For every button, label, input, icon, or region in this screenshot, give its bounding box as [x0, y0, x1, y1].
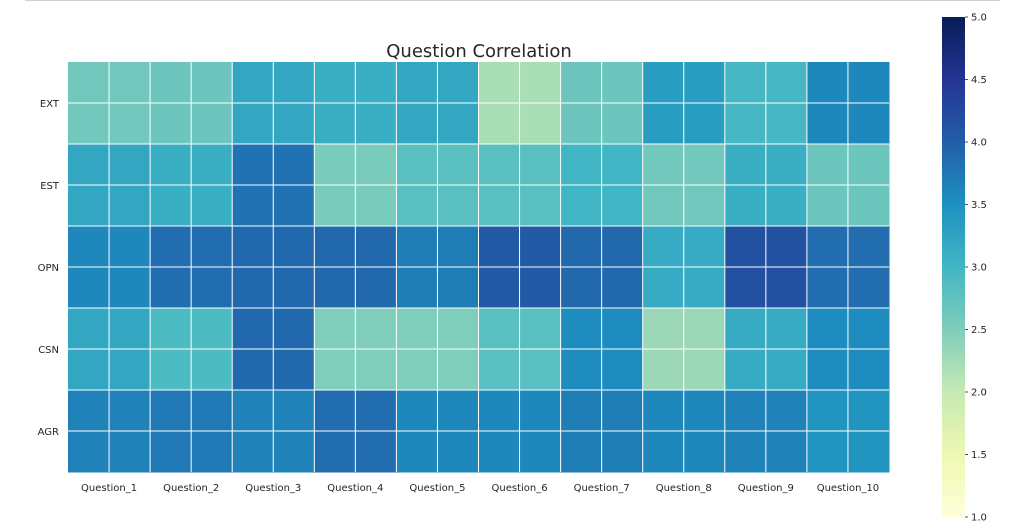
colorbar-tick-label: 4.5 [971, 75, 987, 86]
x-tick-label: Question_10 [817, 483, 879, 494]
y-tick-label: EXT [40, 99, 60, 110]
x-tick-label: Question_6 [492, 483, 548, 494]
colorbar-gradient [942, 17, 965, 517]
heatmap-gridlines [68, 62, 889, 472]
x-tick-label: Question_3 [245, 483, 301, 494]
y-tick-label: CSN [38, 345, 59, 356]
x-tick-label: Question_9 [738, 483, 794, 494]
y-axis-ticks: EXT EST OPN CSN AGR [38, 99, 60, 438]
colorbar-tick-label: 2.0 [971, 388, 987, 399]
colorbar-tick-label: 1.0 [971, 513, 987, 524]
top-divider-line [25, 0, 1000, 1]
y-tick-label: EST [40, 181, 60, 192]
chart-title: Question Correlation [386, 41, 571, 62]
x-axis-ticks: Question_1 Question_2 Question_3 Question_4… [81, 483, 879, 494]
x-tick-label: Question_8 [656, 483, 712, 494]
x-tick-label: Question_4 [327, 483, 383, 494]
colorbar-tick-label: 3.0 [971, 263, 987, 274]
colorbar-tick-label: 4.0 [971, 138, 987, 149]
x-tick-label: Question_7 [574, 483, 630, 494]
colorbar-tick-label: 5.0 [971, 13, 987, 24]
colorbar-tick-label: 1.5 [971, 450, 987, 461]
x-tick-label: Question_5 [409, 483, 465, 494]
colorbar: 1.0 1.5 2.0 2.5 3.0 3.5 4.0 4.5 5.0 [942, 13, 987, 524]
y-tick-label: AGR [38, 427, 59, 438]
colorbar-tick-label: 2.5 [971, 325, 987, 336]
x-tick-label: Question_2 [163, 483, 219, 494]
colorbar-tick-label: 3.5 [971, 200, 987, 211]
y-tick-label: OPN [38, 263, 59, 274]
x-tick-label: Question_1 [81, 483, 137, 494]
